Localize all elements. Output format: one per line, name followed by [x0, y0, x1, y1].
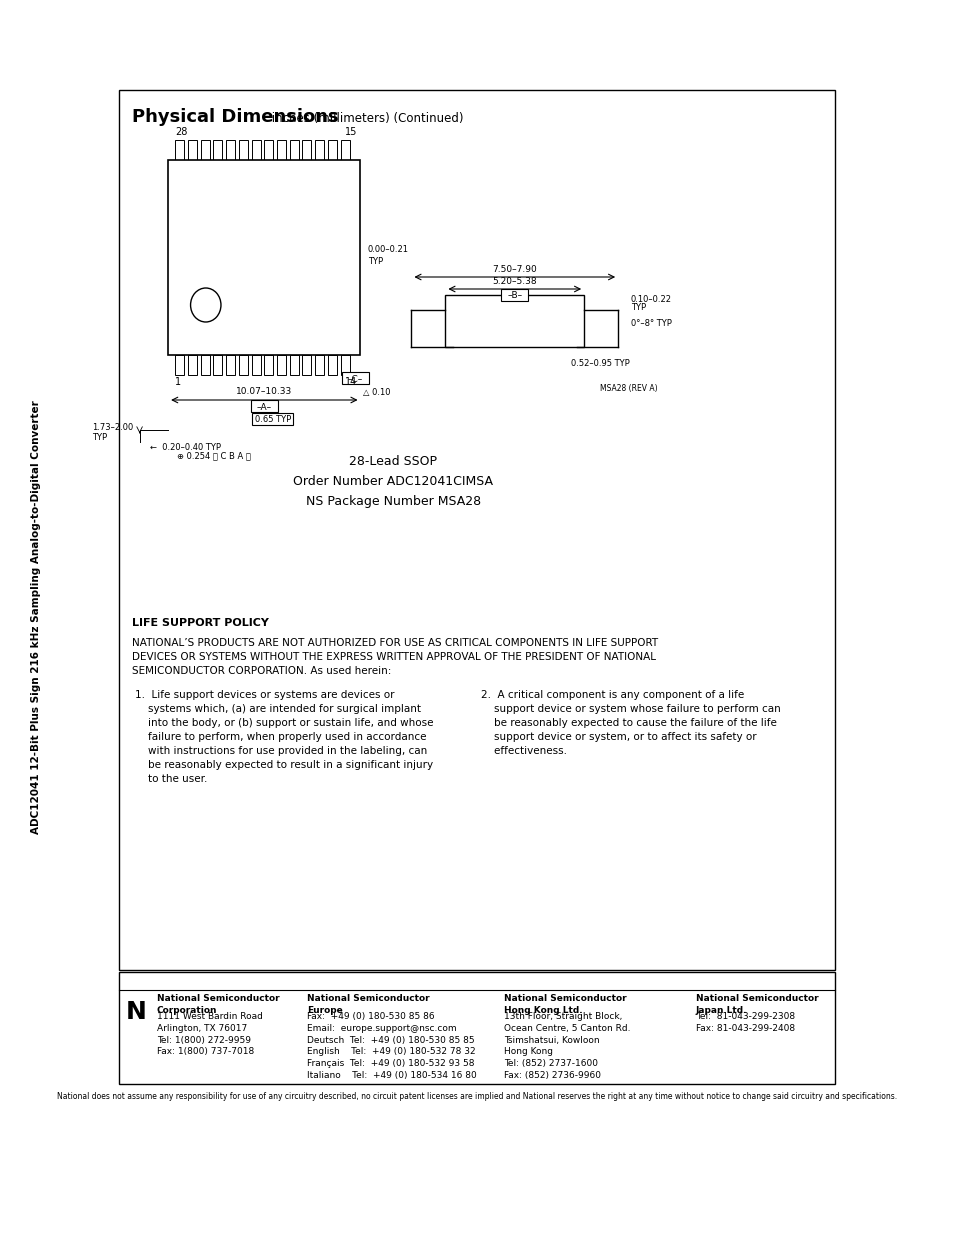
Bar — [290, 140, 298, 161]
Bar — [276, 140, 286, 161]
Bar — [340, 140, 349, 161]
Text: 2.  A critical component is any component of a life
    support device or system: 2. A critical component is any component… — [480, 690, 781, 756]
Text: TYP: TYP — [630, 304, 645, 312]
Bar — [200, 140, 210, 161]
Bar — [119, 90, 834, 969]
Bar — [302, 354, 311, 375]
FancyBboxPatch shape — [341, 372, 368, 384]
Text: 0.65 TYP: 0.65 TYP — [254, 415, 291, 425]
Bar — [264, 354, 273, 375]
Text: Fax:  +49 (0) 180-530 85 86
Email:  europe.support@nsc.com
Deutsch  Tel:  +49 (0: Fax: +49 (0) 180-530 85 86 Email: europe… — [307, 1011, 476, 1079]
Text: Tel:  81-043-299-2308
Fax: 81-043-299-2408: Tel: 81-043-299-2308 Fax: 81-043-299-240… — [695, 1011, 794, 1032]
Bar — [264, 140, 273, 161]
Text: National Semiconductor
Hong Kong Ltd.: National Semiconductor Hong Kong Ltd. — [503, 994, 625, 1015]
Text: 0.52–0.95 TYP: 0.52–0.95 TYP — [570, 358, 629, 368]
Bar — [328, 140, 336, 161]
Bar — [238, 354, 248, 375]
Text: National does not assume any responsibility for use of any circuitry described, : National does not assume any responsibil… — [56, 1092, 896, 1100]
Text: 14: 14 — [344, 377, 356, 387]
Bar — [226, 354, 234, 375]
Bar — [200, 354, 210, 375]
Bar — [213, 354, 222, 375]
Text: 0°–8° TYP: 0°–8° TYP — [630, 319, 671, 327]
Bar — [340, 354, 349, 375]
Bar — [188, 140, 197, 161]
Bar — [314, 354, 324, 375]
Bar — [328, 354, 336, 375]
Bar — [276, 354, 286, 375]
Text: ←  0.20–0.40 TYP: ← 0.20–0.40 TYP — [151, 443, 221, 452]
Text: Physical Dimensions: Physical Dimensions — [132, 107, 338, 126]
Text: –A–: –A– — [256, 403, 272, 411]
Bar — [302, 140, 311, 161]
Bar — [119, 972, 834, 1084]
Text: LIFE SUPPORT POLICY: LIFE SUPPORT POLICY — [132, 618, 269, 629]
Text: 1.  Life support devices or systems are devices or
    systems which, (a) are in: 1. Life support devices or systems are d… — [135, 690, 434, 784]
Bar — [252, 354, 260, 375]
Bar — [175, 354, 184, 375]
Text: 28: 28 — [175, 127, 188, 137]
Text: 1.73–2.00: 1.73–2.00 — [92, 422, 133, 431]
Text: TYP: TYP — [367, 257, 382, 266]
FancyBboxPatch shape — [252, 412, 294, 425]
Text: NATIONAL’S PRODUCTS ARE NOT AUTHORIZED FOR USE AS CRITICAL COMPONENTS IN LIFE SU: NATIONAL’S PRODUCTS ARE NOT AUTHORIZED F… — [132, 638, 658, 676]
FancyBboxPatch shape — [251, 400, 277, 412]
Bar — [314, 140, 324, 161]
Text: 15: 15 — [344, 127, 356, 137]
Text: inches (millimeters) (Continued): inches (millimeters) (Continued) — [268, 112, 463, 125]
FancyBboxPatch shape — [501, 289, 528, 301]
Bar — [213, 140, 222, 161]
Text: 1: 1 — [175, 377, 181, 387]
Text: 10.07–10.33: 10.07–10.33 — [236, 387, 293, 396]
Text: National Semiconductor
Europe: National Semiconductor Europe — [307, 994, 429, 1015]
Text: △ 0.10: △ 0.10 — [363, 389, 391, 398]
Text: MSA28 (REV A): MSA28 (REV A) — [599, 384, 658, 394]
Text: 0.10–0.22: 0.10–0.22 — [630, 294, 671, 304]
Text: 13th Floor, Straight Block,
Ocean Centre, 5 Canton Rd.
Tsimshatsui, Kowloon
Hong: 13th Floor, Straight Block, Ocean Centre… — [503, 1011, 629, 1079]
Text: ⊕ 0.254 Ⓞ C B A Ⓢ: ⊕ 0.254 Ⓞ C B A Ⓢ — [177, 452, 251, 461]
Text: National Semiconductor
Corporation: National Semiconductor Corporation — [156, 994, 279, 1015]
Text: 7.50–7.90: 7.50–7.90 — [492, 266, 537, 274]
Text: ADC12041 12-Bit Plus Sign 216 kHz Sampling Analog-to-Digital Converter: ADC12041 12-Bit Plus Sign 216 kHz Sampli… — [31, 400, 41, 835]
Text: 0.00–0.21: 0.00–0.21 — [367, 245, 408, 253]
Bar — [290, 354, 298, 375]
Bar — [252, 140, 260, 161]
Bar — [175, 140, 184, 161]
Text: –B–: –B– — [507, 291, 522, 300]
Text: 1111 West Bardin Road
Arlington, TX 76017
Tel: 1(800) 272-9959
Fax: 1(800) 737-7: 1111 West Bardin Road Arlington, TX 7601… — [156, 1011, 262, 1056]
Bar — [188, 354, 197, 375]
Bar — [168, 161, 360, 354]
Bar — [238, 140, 248, 161]
Text: TYP: TYP — [92, 433, 107, 442]
Bar — [445, 295, 583, 347]
Text: N: N — [126, 1000, 147, 1024]
Text: 28-Lead SSOP
Order Number ADC12041CIMSA
NS Package Number MSA28: 28-Lead SSOP Order Number ADC12041CIMSA … — [293, 454, 493, 508]
Text: 5.20–5.38: 5.20–5.38 — [492, 277, 537, 287]
Circle shape — [191, 288, 221, 322]
Text: –C–: –C– — [347, 374, 362, 384]
Bar — [226, 140, 234, 161]
Text: National Semiconductor
Japan Ltd.: National Semiconductor Japan Ltd. — [695, 994, 818, 1015]
